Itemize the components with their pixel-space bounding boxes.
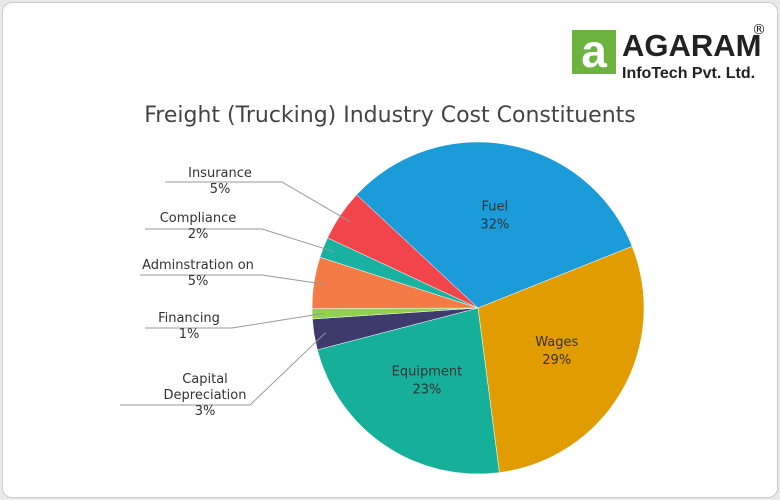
slice-label-box: Compliance 2% [133, 211, 263, 243]
logo-icon-box [572, 30, 616, 74]
leader-line [140, 274, 326, 285]
pie-slice [356, 141, 633, 309]
pie-slice [477, 246, 645, 473]
slice-label: Insurance [188, 166, 252, 181]
slice-label-box: Adminstration on 5% [128, 258, 268, 290]
slice-label: Fuel [481, 199, 508, 214]
slice-label: Capital Depreciation [163, 372, 247, 403]
leader-line [145, 228, 335, 253]
pie-slice [327, 194, 479, 309]
logo-tagline: InfoTech Pvt. Ltd. [622, 65, 755, 82]
slice-value: 3% [194, 404, 216, 419]
slice-value: 23% [412, 383, 441, 398]
slice-value: 2% [187, 227, 209, 242]
chart-title: Freight (Trucking) Industry Cost Constit… [144, 103, 636, 128]
slice-label: Financing [158, 311, 220, 326]
pie-slice [317, 307, 500, 475]
slice-value: 1% [178, 327, 200, 342]
slice-value: 32% [480, 217, 509, 232]
slice-label-box: Financing 1% [124, 311, 254, 343]
slice-label: Adminstration on [142, 258, 254, 273]
slice-label-box: Capital Depreciation 3% [155, 372, 255, 420]
slice-label-box: Insurance 5% [155, 166, 285, 198]
logo-icon: a [581, 25, 607, 77]
logo-name: AGARAM [622, 28, 762, 63]
slice-value: 5% [209, 182, 231, 197]
slice-label: Compliance [159, 211, 237, 226]
leader-line [165, 181, 351, 223]
slice-label: Equipment [392, 365, 463, 380]
slice-label: Wages [535, 335, 578, 350]
leader-line [120, 332, 326, 406]
slice-value: 29% [542, 353, 571, 368]
slice-value: 5% [187, 274, 209, 289]
logo-mark: ® [752, 22, 766, 38]
leader-line [145, 312, 324, 329]
